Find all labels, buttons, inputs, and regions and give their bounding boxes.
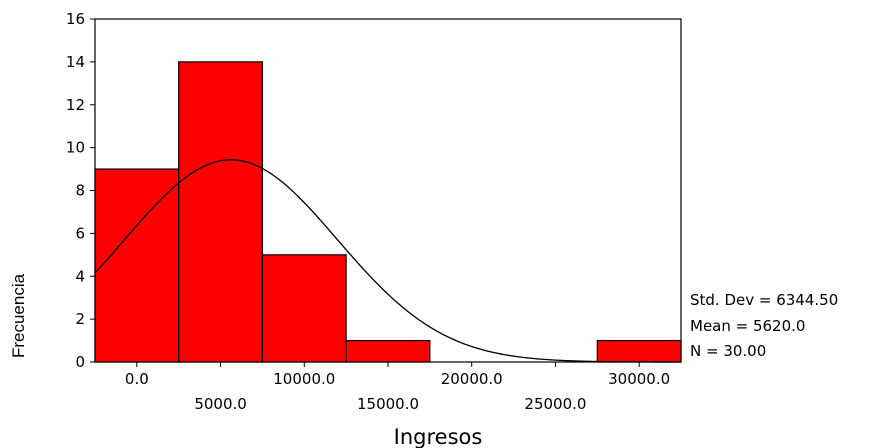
x-tick-label: 0.0	[125, 370, 149, 388]
y-tick-label: 14	[66, 53, 85, 71]
x-tick-label: 30000.0	[608, 370, 670, 388]
x-tick-label: 20000.0	[441, 370, 503, 388]
histogram-bar	[261, 254, 347, 363]
histogram-bar	[345, 339, 431, 363]
x-axis: 0.0 10000.0 20000.0 30000.0 5000.0 15000.0 250…	[125, 362, 670, 413]
y-tick-label: 8	[75, 182, 85, 200]
y-tick-label: 10	[66, 139, 85, 157]
x-axis-title: Ingresos	[394, 425, 483, 448]
stat-n: N = 30.00	[690, 342, 766, 360]
y-tick-label: 16	[66, 10, 85, 28]
y-tick-label: 12	[66, 96, 85, 114]
stat-mean: Mean = 5620.0	[690, 317, 805, 335]
histogram-bar	[94, 168, 180, 363]
histogram-bar	[178, 61, 264, 363]
x-tick-label: 5000.0	[194, 395, 247, 413]
y-axis-title: Frecuencia	[9, 273, 28, 358]
histogram-bar	[596, 339, 682, 363]
normal-curve	[94, 159, 681, 363]
y-tick-label: 6	[75, 224, 85, 242]
y-axis: 0 2 4 6 8 10 12 14 16	[66, 10, 95, 371]
y-tick-label: 0	[75, 353, 85, 371]
x-tick-label: 10000.0	[273, 370, 335, 388]
x-tick-label: 15000.0	[357, 395, 419, 413]
y-tick-label: 2	[75, 310, 85, 328]
stat-std-dev: Std. Dev = 6344.50	[690, 291, 838, 309]
histogram-bars	[94, 61, 682, 363]
x-tick-label: 25000.0	[524, 395, 586, 413]
y-tick-label: 4	[75, 267, 85, 285]
